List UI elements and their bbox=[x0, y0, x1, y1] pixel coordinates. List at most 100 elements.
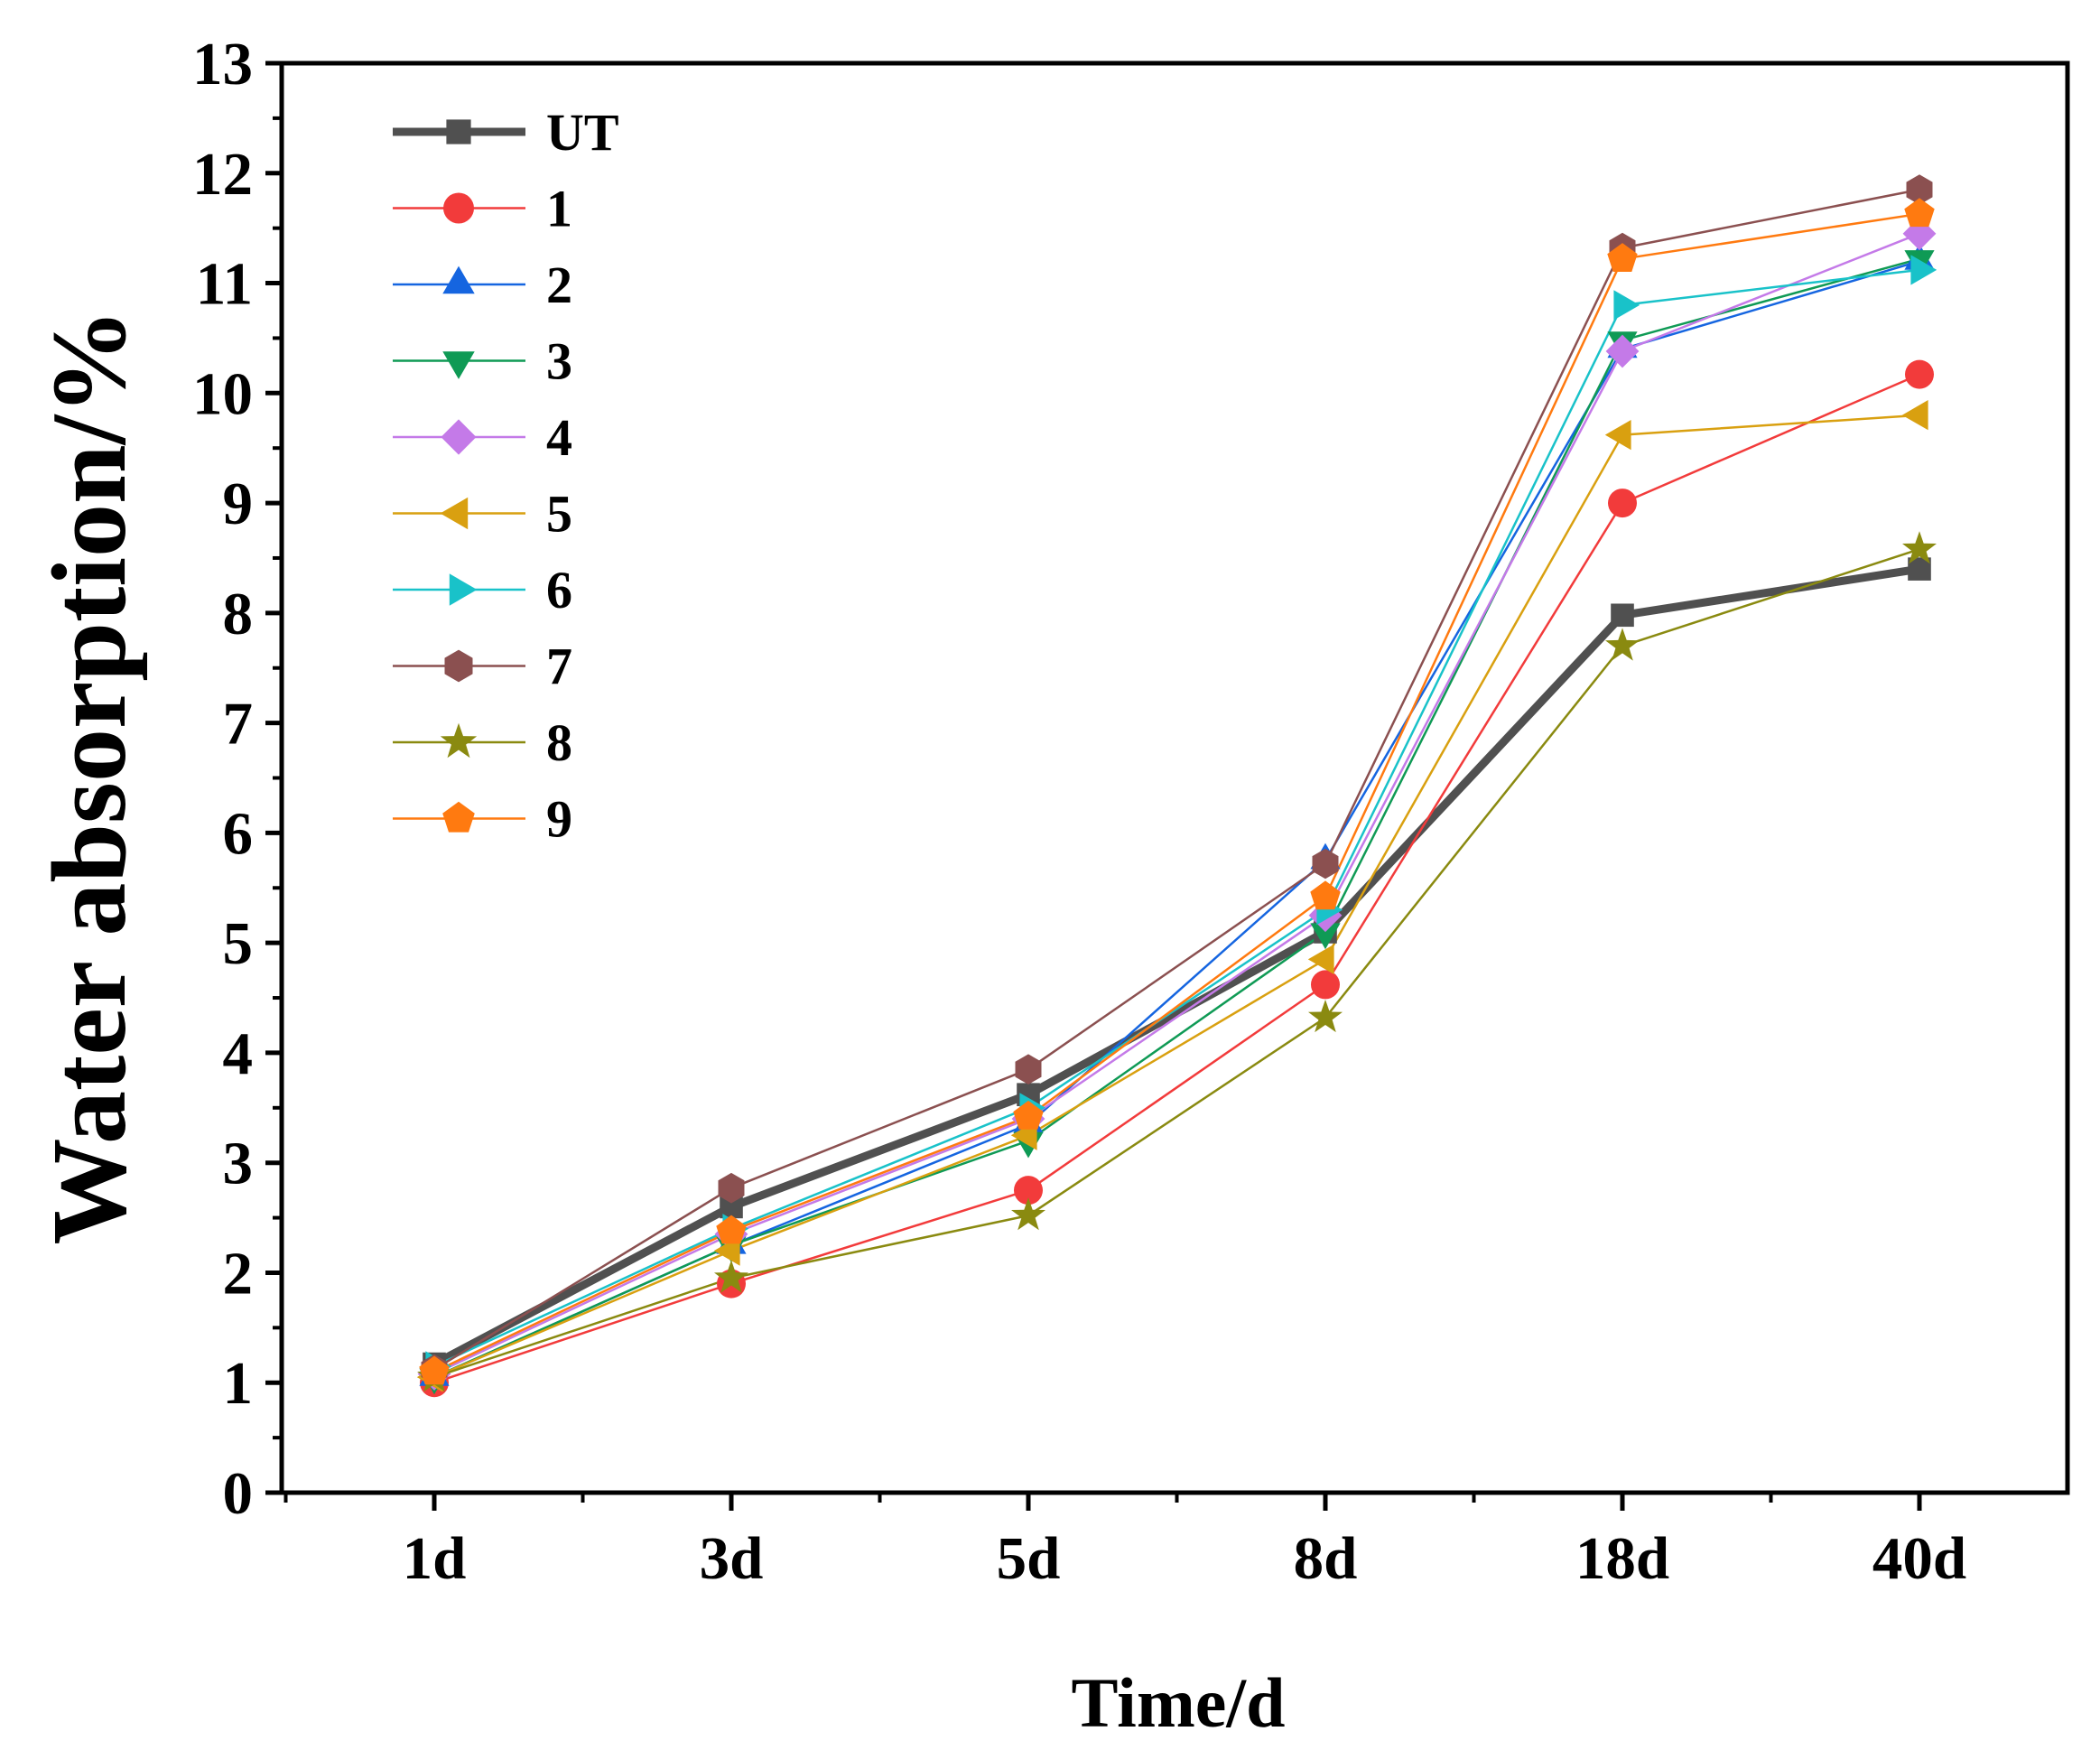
legend-marker bbox=[442, 801, 475, 833]
y-tick-label: 6 bbox=[223, 800, 254, 867]
data-point-7 bbox=[1312, 848, 1339, 880]
series-7 bbox=[433, 188, 1920, 1371]
x-tick-label: 8d bbox=[1294, 1525, 1358, 1592]
legend-label: 2 bbox=[546, 256, 572, 314]
series-line-2 bbox=[433, 260, 1920, 1379]
legend-item-5: 5 bbox=[393, 485, 572, 544]
legend-marker bbox=[446, 119, 471, 144]
data-point-5 bbox=[1604, 420, 1631, 451]
data-point-UT bbox=[1611, 603, 1634, 628]
legend-item-UT: UT bbox=[393, 103, 619, 162]
y-tick-label: 0 bbox=[223, 1460, 254, 1527]
x-tick-label: 3d bbox=[700, 1525, 764, 1592]
legend-item-3: 3 bbox=[393, 332, 572, 391]
series-line-1 bbox=[433, 373, 1920, 1384]
data-point-7 bbox=[718, 1172, 745, 1204]
legend-marker bbox=[442, 351, 475, 379]
legend-marker bbox=[443, 192, 474, 224]
y-axis-title: Water absorption/% bbox=[30, 309, 148, 1245]
y-tick-label: 1 bbox=[223, 1350, 254, 1417]
data-point-3 bbox=[1310, 923, 1341, 950]
legend-marker bbox=[442, 265, 475, 294]
legend-item-7: 7 bbox=[393, 638, 572, 696]
y-tick-label: 9 bbox=[223, 470, 254, 537]
data-point-7 bbox=[1906, 174, 1933, 205]
legend-item-8: 8 bbox=[393, 713, 572, 772]
data-point-6 bbox=[1910, 255, 1937, 285]
legend-label: 8 bbox=[546, 713, 572, 772]
y-tick-label: 13 bbox=[192, 31, 253, 98]
series-1 bbox=[433, 373, 1920, 1384]
series-line-UT bbox=[432, 564, 1920, 1368]
legend-label: UT bbox=[546, 103, 619, 162]
legend-label: 5 bbox=[546, 485, 572, 544]
y-tick-label: 4 bbox=[223, 1020, 254, 1087]
data-point-7 bbox=[1015, 1054, 1042, 1084]
series-3 bbox=[433, 257, 1920, 1379]
data-point-8 bbox=[1605, 628, 1640, 661]
data-point-5 bbox=[1901, 400, 1928, 431]
data-point-6 bbox=[1613, 290, 1640, 321]
x-axis-title: Time/d bbox=[1072, 1663, 1286, 1742]
y-tick-label: 12 bbox=[192, 141, 253, 208]
series-2 bbox=[433, 260, 1920, 1379]
legend-marker bbox=[444, 649, 473, 683]
legend-item-1: 1 bbox=[393, 180, 572, 238]
legend-marker bbox=[440, 497, 469, 530]
y-tick-label: 8 bbox=[223, 581, 254, 647]
data-point-9 bbox=[419, 1355, 450, 1385]
series-6 bbox=[433, 268, 1920, 1368]
x-tick-label: 1d bbox=[403, 1525, 467, 1592]
legend-marker bbox=[441, 419, 477, 455]
series-markers-7 bbox=[421, 174, 1933, 1385]
data-point-1 bbox=[1311, 970, 1340, 1000]
y-tick-label: 7 bbox=[223, 691, 254, 758]
series-markers-9 bbox=[419, 198, 1935, 1385]
legend-marker bbox=[449, 573, 478, 606]
data-point-8 bbox=[1011, 1197, 1045, 1231]
legend-item-2: 2 bbox=[393, 256, 572, 314]
legend-label: 3 bbox=[546, 332, 572, 391]
series-line-7 bbox=[433, 188, 1920, 1371]
y-tick-label: 3 bbox=[223, 1131, 254, 1197]
series-markers-2 bbox=[419, 244, 1935, 1386]
x-tick-label: 18d bbox=[1575, 1525, 1669, 1592]
data-point-9 bbox=[716, 1215, 747, 1244]
series-markers-3 bbox=[419, 250, 1935, 1395]
data-point-1 bbox=[1608, 489, 1637, 518]
legend-label: 1 bbox=[546, 180, 572, 238]
data-point-8 bbox=[1308, 1000, 1343, 1033]
legend-label: 4 bbox=[546, 408, 572, 467]
series-line-4 bbox=[433, 232, 1920, 1375]
x-tick-label: 40d bbox=[1872, 1525, 1966, 1592]
series-markers-8 bbox=[417, 531, 1937, 1392]
y-tick-label: 10 bbox=[192, 360, 253, 427]
legend-label: 7 bbox=[546, 638, 572, 696]
series-5 bbox=[433, 414, 1920, 1379]
data-point-9 bbox=[1607, 243, 1638, 272]
data-point-9 bbox=[1013, 1100, 1044, 1130]
series-line-6 bbox=[433, 268, 1920, 1368]
series-line-3 bbox=[433, 257, 1920, 1379]
legend-label: 6 bbox=[546, 561, 572, 619]
legend-item-4: 4 bbox=[393, 408, 572, 467]
x-tick-label: 5d bbox=[997, 1525, 1061, 1592]
series-markers-1 bbox=[420, 359, 1934, 1398]
series-markers-6 bbox=[425, 255, 1937, 1382]
data-point-1 bbox=[1014, 1176, 1043, 1205]
series-line-8 bbox=[433, 548, 1920, 1379]
series-8 bbox=[433, 548, 1920, 1379]
series-9 bbox=[433, 212, 1920, 1373]
legend-marker bbox=[440, 722, 478, 759]
y-tick-label: 11 bbox=[196, 251, 253, 318]
legend-label: 9 bbox=[546, 790, 572, 849]
series-line-9 bbox=[433, 212, 1920, 1373]
data-point-9 bbox=[1904, 198, 1935, 228]
data-point-8 bbox=[1902, 531, 1937, 564]
data-point-1 bbox=[1905, 359, 1934, 389]
legend-item-9: 9 bbox=[393, 790, 572, 849]
data-point-9 bbox=[1310, 880, 1341, 910]
series-UT bbox=[432, 564, 1920, 1368]
